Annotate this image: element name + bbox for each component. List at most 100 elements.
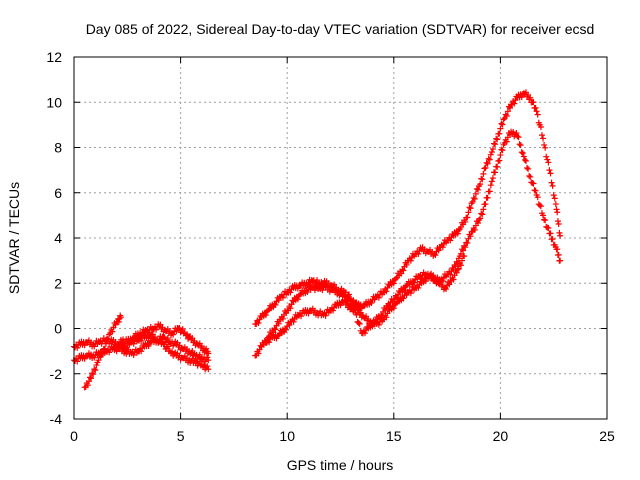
data-point (117, 312, 124, 319)
data-point (97, 353, 104, 360)
data-point (91, 354, 98, 361)
data-point (145, 329, 152, 336)
y-tick-label: 12 (46, 49, 62, 65)
data-point (365, 298, 372, 305)
data-point (464, 214, 471, 221)
data-point (530, 99, 537, 106)
data-point (470, 194, 477, 201)
data-point (86, 374, 93, 381)
data-point (481, 165, 488, 172)
data-point (531, 187, 538, 194)
series-band-d (117, 321, 212, 357)
data-point (551, 241, 558, 248)
data-point (356, 310, 363, 317)
data-point (504, 108, 511, 115)
data-point (116, 315, 123, 322)
data-point (382, 307, 389, 314)
data-point (480, 170, 487, 177)
data-point (542, 217, 549, 224)
data-point (503, 138, 510, 145)
data-point (348, 305, 355, 312)
x-axis-label: GPS time / hours (287, 457, 394, 473)
data-point (484, 160, 491, 167)
data-point (183, 346, 190, 353)
data-point (343, 300, 350, 307)
grid-lines (74, 57, 607, 419)
data-point (255, 319, 262, 326)
data-point (455, 227, 462, 234)
y-tick-label: 0 (54, 321, 62, 337)
data-point (549, 236, 556, 243)
data-point (459, 246, 466, 253)
data-point (461, 242, 468, 249)
series-band-g (262, 252, 468, 346)
x-tick-label: 15 (386, 428, 402, 444)
y-tick-label: 6 (54, 185, 62, 201)
data-point (541, 141, 548, 148)
data-point (475, 219, 482, 226)
data-point (467, 205, 474, 212)
data-point (164, 343, 171, 350)
data-point (196, 351, 203, 358)
data-point (555, 251, 562, 258)
data-point (392, 300, 399, 307)
data-point (530, 180, 537, 187)
data-point (204, 363, 211, 370)
data-point (266, 339, 273, 346)
data-point (526, 96, 533, 103)
data-point (544, 224, 551, 231)
data-point (556, 229, 563, 236)
data-point (186, 334, 193, 341)
data-point (418, 275, 425, 282)
data-point (128, 338, 135, 345)
data-point (487, 182, 494, 189)
data-point (88, 339, 95, 346)
data-point (138, 348, 145, 355)
data-point (407, 290, 414, 297)
data-point (549, 182, 556, 189)
data-point (524, 164, 531, 171)
data-point (521, 156, 528, 163)
data-point (173, 328, 180, 335)
data-point (407, 257, 414, 264)
data-point (518, 94, 525, 101)
data-point (456, 260, 463, 267)
data-point (255, 350, 262, 357)
data-point (322, 312, 329, 319)
data-point (546, 167, 553, 174)
data-point (311, 307, 318, 314)
data-point (390, 280, 397, 287)
data-point (256, 316, 263, 323)
data-point (488, 149, 495, 156)
data-point (547, 230, 554, 237)
data-point (305, 310, 312, 317)
data-point (529, 179, 536, 186)
data-point (513, 130, 520, 137)
data-point (198, 343, 205, 350)
data-point (283, 326, 290, 333)
data-point (548, 179, 555, 186)
data-point (371, 318, 378, 325)
data-point (460, 252, 467, 259)
data-point (430, 272, 437, 279)
series-band-c (81, 312, 124, 391)
data-point (279, 294, 286, 301)
data-point (499, 147, 506, 154)
data-point (106, 331, 113, 338)
data-point (346, 295, 353, 302)
data-point (496, 130, 503, 137)
data-point (132, 346, 139, 353)
data-point (368, 299, 375, 306)
data-point (503, 112, 510, 119)
data-point (196, 358, 203, 365)
data-point (552, 201, 559, 208)
data-point (400, 267, 407, 274)
data-point (538, 210, 545, 217)
data-point (307, 279, 314, 286)
series-band-e (252, 89, 564, 328)
data-point (483, 159, 490, 166)
data-point (409, 283, 416, 290)
data-point (532, 104, 539, 111)
data-point (479, 211, 486, 218)
data-point (537, 203, 544, 210)
